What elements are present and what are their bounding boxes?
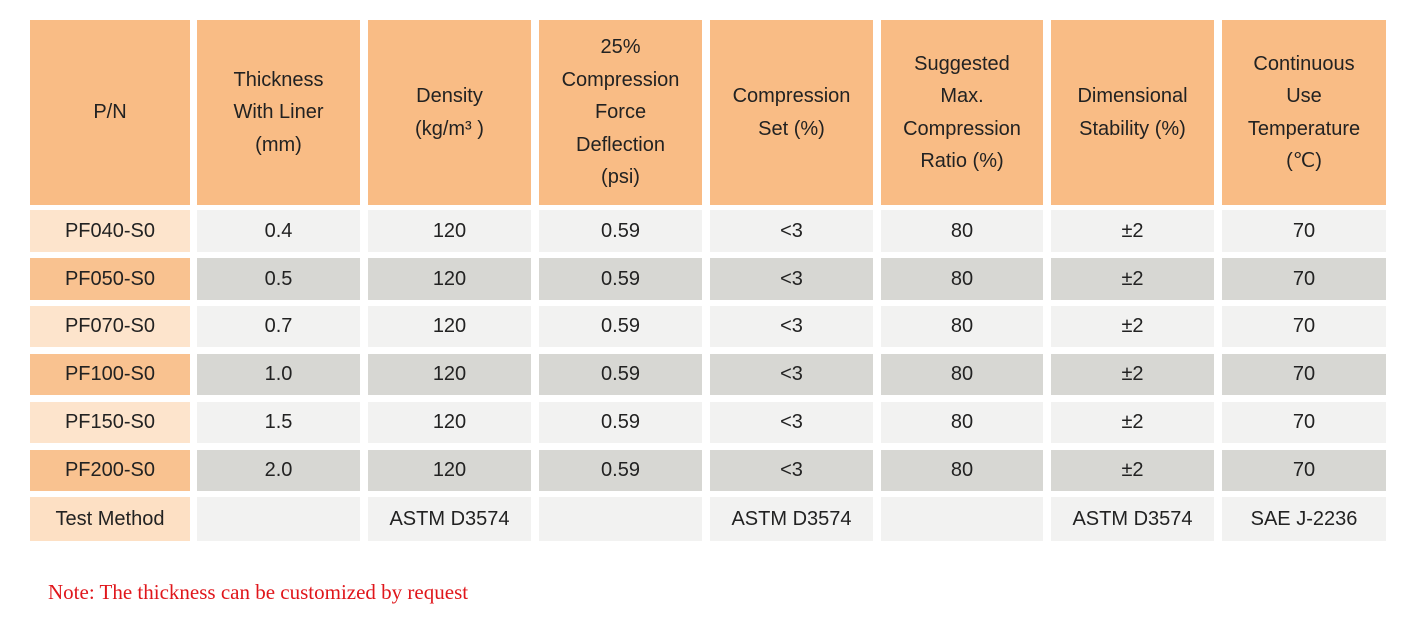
data-cell: 70	[1222, 210, 1386, 252]
data-cell: ASTM D3574	[1051, 497, 1214, 541]
header-line: Continuous	[1253, 52, 1355, 75]
data-cell: 80	[881, 354, 1043, 395]
data-cell: ±2	[1051, 210, 1214, 252]
header-line: Compression	[732, 85, 851, 107]
data-cell: 70	[1222, 450, 1386, 491]
data-cell: ±2	[1051, 402, 1214, 443]
data-cell: 1.5	[197, 402, 360, 443]
data-cell: <3	[710, 258, 873, 300]
header-cell: Continuous Use Temperature (℃)	[1222, 20, 1386, 205]
header-cell: Compression Set (%)	[710, 20, 873, 205]
header-line: (psi)	[601, 166, 640, 189]
data-cell: ±2	[1051, 258, 1214, 300]
data-cell: 80	[881, 402, 1043, 443]
data-cell: 0.59	[539, 402, 702, 443]
data-cell: 120	[368, 402, 531, 443]
header-line: Ratio (%)	[920, 150, 1004, 172]
data-cell: ASTM D3574	[368, 497, 531, 541]
data-cell: 120	[368, 450, 531, 491]
data-cell: ASTM D3574	[710, 497, 873, 541]
data-cell: 80	[881, 210, 1043, 252]
header-line: (℃)	[1286, 150, 1322, 172]
data-cell: 70	[1222, 354, 1386, 395]
data-cell: 70	[1222, 306, 1386, 347]
row-label: PF150-S0	[30, 402, 190, 443]
header-line: Temperature	[1247, 117, 1361, 140]
data-cell: 0.7	[197, 306, 360, 347]
data-cell: 80	[881, 306, 1043, 347]
header-line: Dimensional	[1077, 85, 1188, 107]
row-label: PF100-S0	[30, 354, 190, 395]
header-cell: P/N	[30, 20, 190, 205]
row-label: PF200-S0	[30, 450, 190, 491]
header-line: Density	[416, 85, 483, 107]
header-line: Compression	[561, 68, 680, 91]
row-label: PF040-S0	[30, 210, 190, 252]
note: Note: The thickness can be customized by…	[48, 580, 469, 604]
row-label: Test Method	[30, 497, 190, 541]
row-label: PF050-S0	[30, 258, 190, 300]
data-cell: ±2	[1051, 354, 1214, 395]
header-cell: Density (kg/m³ )	[368, 20, 531, 205]
data-cell: 80	[881, 258, 1043, 300]
header-line: Deflection	[576, 133, 665, 156]
header-line: (mm)	[255, 133, 302, 156]
data-cell: 0.59	[539, 258, 702, 300]
header-cell: Thickness With Liner (mm)	[197, 20, 360, 205]
data-cell: SAE J-2236	[1222, 497, 1386, 541]
data-cell	[197, 497, 360, 541]
data-cell: 0.5	[197, 258, 360, 300]
header-cell: Dimensional Stability (%)	[1051, 20, 1214, 205]
data-cell: 0.4	[197, 210, 360, 252]
data-cell: 0.59	[539, 450, 702, 491]
data-cell	[881, 497, 1043, 541]
data-cell: ±2	[1051, 306, 1214, 347]
data-cell: <3	[710, 402, 873, 443]
data-cell: 80	[881, 450, 1043, 491]
data-cell: 1.0	[197, 354, 360, 395]
header-line: (kg/m³ )	[415, 117, 484, 140]
header-cell: 25% Compression Force Deflection (psi)	[539, 20, 702, 205]
data-cell: 0.59	[539, 306, 702, 347]
header-line: Force	[594, 101, 647, 124]
data-cell: 120	[368, 354, 531, 395]
header-line: Thickness	[233, 68, 324, 91]
header-cell: Suggested Max. Compression Ratio (%)	[881, 20, 1043, 205]
data-cell: <3	[710, 210, 873, 252]
data-cell	[539, 497, 702, 541]
header-line: Use	[1286, 85, 1322, 107]
header-line: Suggested	[914, 52, 1010, 75]
data-cell: 70	[1222, 402, 1386, 443]
header-line: Compression	[903, 117, 1021, 140]
data-cell: 120	[368, 210, 531, 252]
header-line: P/N	[93, 101, 127, 124]
data-cell: <3	[710, 306, 873, 347]
data-cell: 70	[1222, 258, 1386, 300]
header-line: Stability (%)	[1079, 117, 1186, 140]
data-cell: 120	[368, 306, 531, 347]
data-cell: ±2	[1051, 450, 1214, 491]
header-line: With Liner	[233, 101, 324, 124]
header-line: Set (%)	[758, 117, 825, 140]
row-label: PF070-S0	[30, 306, 190, 347]
data-cell: 0.59	[539, 210, 702, 252]
data-cell: 0.59	[539, 354, 702, 395]
data-cell: 120	[368, 258, 531, 300]
header-line: 25%	[600, 36, 641, 59]
data-cell: 2.0	[197, 450, 360, 491]
data-cell: <3	[710, 450, 873, 491]
header-line: Max.	[940, 85, 984, 107]
data-cell: <3	[710, 354, 873, 395]
